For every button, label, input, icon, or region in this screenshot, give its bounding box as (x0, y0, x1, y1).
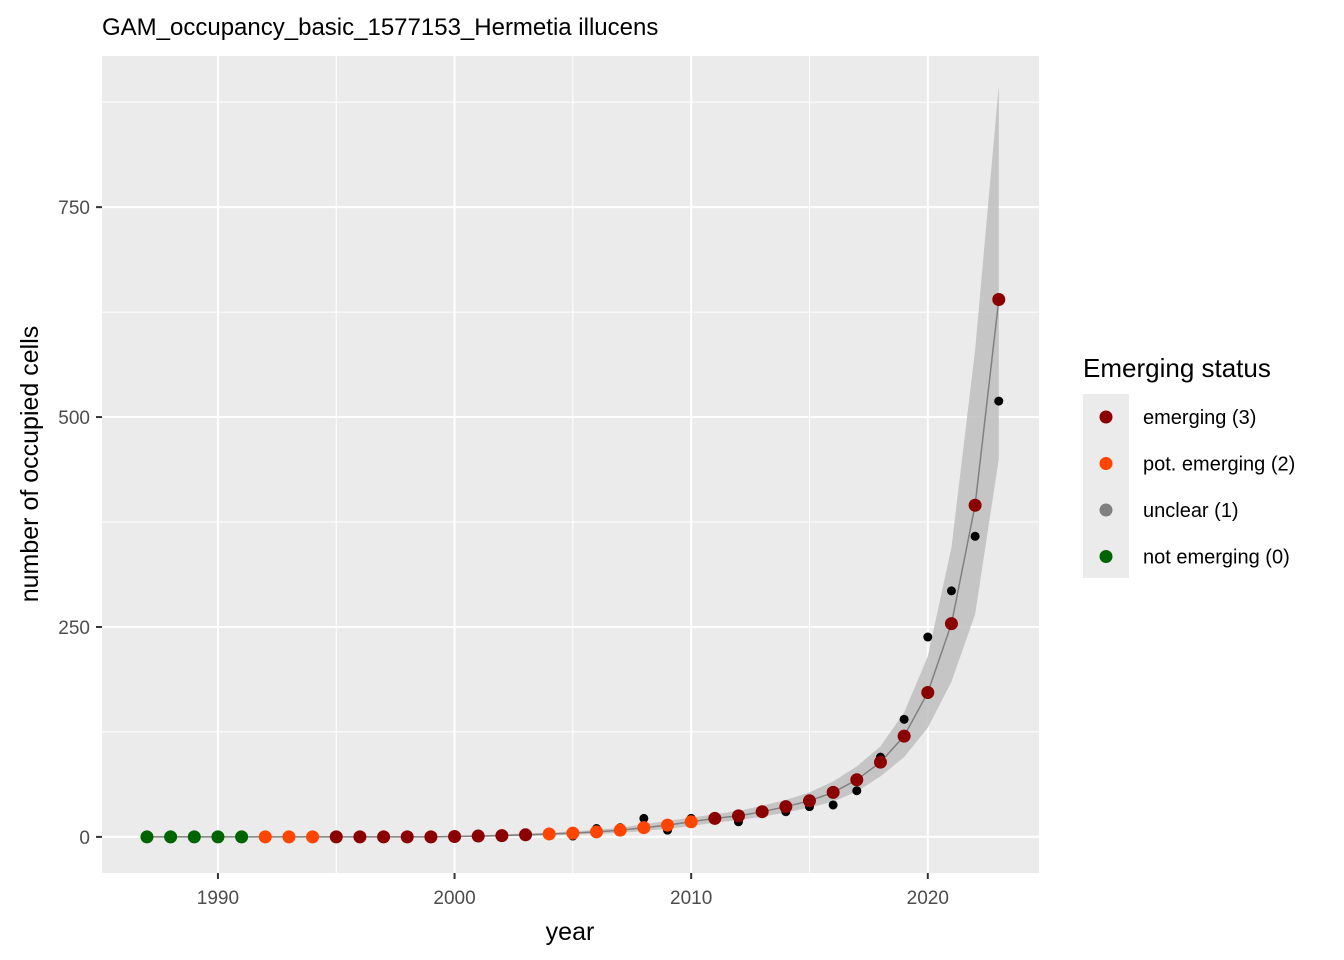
fitted-point (613, 823, 627, 837)
legend: Emerging status emerging (3) pot. emergin… (1083, 353, 1295, 578)
fitted-points-layer (140, 293, 1006, 844)
y-tick-label: 500 (58, 408, 90, 429)
x-axis: 1990 2000 2010 2020 (197, 873, 949, 909)
fitted-point (992, 293, 1006, 307)
legend-label: pot. emerging (2) (1143, 454, 1295, 476)
y-tick-label: 750 (58, 198, 90, 219)
legend-key (1099, 457, 1113, 470)
legend-key (1099, 550, 1113, 563)
observed-point (639, 813, 649, 823)
fitted-point (306, 830, 320, 844)
observed-point (852, 786, 862, 796)
fitted-point (755, 805, 769, 819)
observed-point (899, 714, 909, 724)
legend-label: not emerging (0) (1143, 547, 1290, 569)
plot-panel (102, 56, 1039, 873)
x-tick-label: 2010 (670, 888, 712, 909)
fitted-point (164, 830, 178, 844)
observed-point (828, 800, 838, 810)
fitted-point (424, 830, 438, 844)
observed-point (946, 586, 956, 596)
legend-title: Emerging status (1083, 353, 1271, 383)
fitted-point (187, 830, 201, 844)
fitted-point (566, 826, 580, 840)
fitted-point (377, 830, 391, 844)
fitted-point (282, 830, 296, 844)
y-axis: 0 250 500 750 (58, 198, 102, 849)
fitted-point (258, 830, 272, 844)
grid-minor (102, 56, 1039, 873)
fitted-point (542, 827, 556, 841)
fitted-point (235, 830, 249, 844)
fitted-point (495, 829, 509, 843)
fitted-point (826, 785, 840, 799)
legend-label: emerging (3) (1143, 407, 1256, 429)
fitted-point (873, 755, 887, 769)
x-tick-label: 2020 (907, 888, 949, 909)
observed-point (994, 396, 1004, 406)
x-tick-label: 2000 (433, 888, 475, 909)
fitted-point (448, 829, 462, 843)
fitted-point (353, 830, 367, 844)
grid-major (102, 56, 1039, 873)
fitted-point (802, 794, 816, 808)
fitted-point (637, 821, 651, 835)
fitted-point (684, 815, 698, 829)
fitted-point (850, 773, 864, 787)
fitted-point (731, 809, 745, 823)
fitted-point (329, 830, 343, 844)
observed-point (923, 632, 933, 642)
y-tick-label: 0 (79, 828, 90, 849)
legend-key (1099, 503, 1113, 517)
fitted-point (519, 828, 533, 842)
y-tick-label: 250 (58, 618, 90, 639)
fitted-point (779, 800, 793, 814)
fitted-point (968, 498, 982, 512)
fitted-point (897, 729, 911, 743)
observed-point (970, 531, 980, 541)
fitted-point (661, 818, 675, 832)
fitted-point (400, 830, 414, 844)
fitted-point (471, 829, 485, 843)
chart-title: GAM_occupancy_basic_1577153_Hermetia ill… (102, 14, 658, 41)
fitted-point (211, 830, 225, 844)
fitted-point (708, 811, 722, 825)
legend-key-background (1083, 394, 1129, 578)
x-axis-title: year (546, 918, 595, 946)
fitted-point (590, 825, 604, 839)
y-axis-title: number of occupied cells (16, 326, 44, 603)
legend-key (1099, 410, 1113, 424)
x-tick-label: 1990 (197, 888, 239, 909)
fitted-point (944, 617, 958, 631)
fitted-point (140, 830, 154, 844)
fitted-point (921, 685, 935, 699)
legend-label: unclear (1) (1143, 500, 1239, 522)
